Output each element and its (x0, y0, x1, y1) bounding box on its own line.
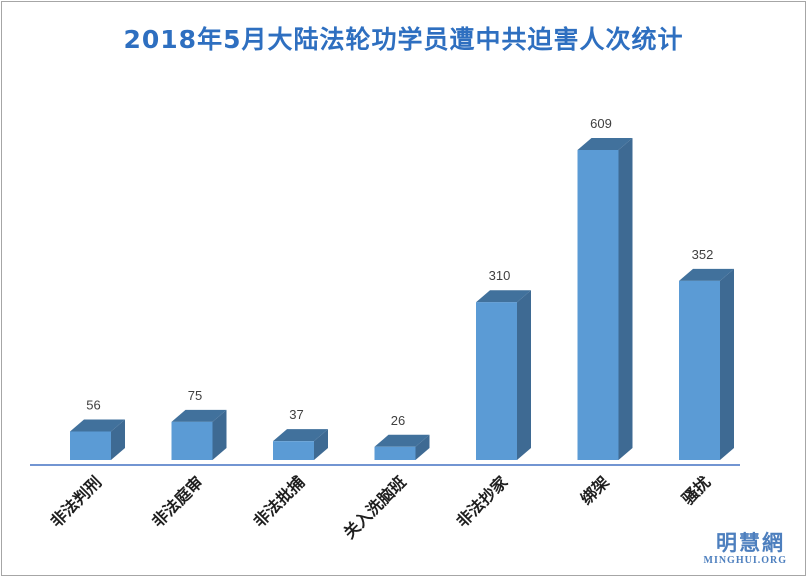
bar-front-face (273, 441, 314, 460)
data-label: 26 (391, 413, 405, 428)
category-label: 非法批捕 (250, 472, 309, 531)
bar-top-face (679, 268, 734, 281)
data-label: 37 (289, 407, 303, 422)
bar-4 (374, 434, 430, 460)
category-label: 骚扰 (678, 472, 714, 508)
data-label: 56 (86, 397, 100, 412)
category-label: 非法判刑 (47, 472, 106, 531)
bar-1 (70, 419, 125, 460)
bar-front-face (476, 302, 517, 460)
bar-top-face (374, 434, 430, 447)
bar-side-face (212, 409, 227, 460)
watermark-logo-en: MINGHUI.ORG (703, 555, 787, 566)
bar-side-face (314, 429, 328, 460)
category-label: 绑架 (577, 472, 613, 508)
chart-title: 2018年5月大陆法轮功学员遭中共迫害人次统计 (123, 25, 684, 54)
category-label: 非法抄家 (453, 472, 512, 531)
bar-side-face (618, 138, 633, 460)
bar-top-face (476, 290, 531, 303)
bar-front-face (679, 280, 720, 460)
bar-5 (476, 290, 531, 460)
watermark-logo-cn: 明慧網 (716, 530, 785, 555)
data-label: 75 (188, 388, 202, 403)
bar-side-face (517, 290, 531, 460)
bar-top-face (273, 429, 328, 442)
bar-front-face (70, 431, 111, 460)
bar-top-face (577, 138, 633, 150)
bar-6 (577, 138, 633, 460)
bar-front-face (577, 150, 619, 460)
bar-front-face (171, 421, 213, 460)
data-label: 352 (692, 247, 714, 262)
bar-top-face (171, 409, 227, 422)
bar-7 (679, 268, 734, 460)
bar-side-face (720, 268, 734, 460)
data-label: 609 (590, 116, 612, 131)
category-label: 非法庭审 (148, 472, 207, 531)
bar-side-face (111, 419, 125, 460)
data-label: 310 (489, 268, 511, 283)
bar-3 (273, 429, 328, 460)
bar-2 (171, 409, 227, 460)
category-label: 关入洗脑班 (340, 472, 410, 542)
bar-top-face (70, 419, 125, 432)
bar-front-face (374, 446, 416, 460)
bar-side-face (415, 434, 430, 460)
